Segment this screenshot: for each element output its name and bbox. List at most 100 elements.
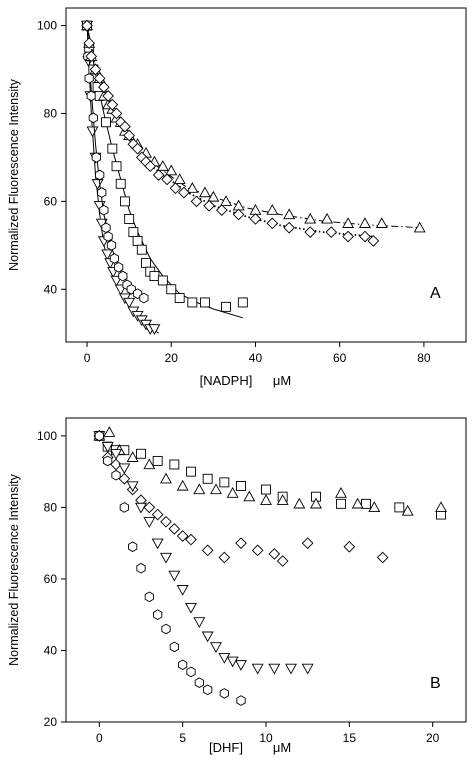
data-point-diamond <box>268 548 281 560</box>
data-point-hexagon <box>236 695 246 706</box>
data-point-diamond <box>161 173 173 186</box>
data-point-diamond <box>190 195 203 208</box>
data-point-diamond <box>376 551 389 564</box>
data-point-diamond <box>325 226 338 238</box>
data-point-square <box>136 448 146 459</box>
data-point-hexagon <box>186 666 196 678</box>
y-tick-label: 100 <box>37 429 57 443</box>
data-point-triangle-up <box>358 217 371 228</box>
data-point-square <box>149 271 160 282</box>
data-point-triangle-down <box>86 126 99 138</box>
data-point-diamond <box>119 120 131 133</box>
chart-panel-b: 20 40 60 80 100 0 5 10 15 20 [DHF] μM Normalized Flu… <box>7 417 467 755</box>
data-point-hexagon <box>118 270 128 282</box>
x-tick-label: 40 <box>249 351 263 365</box>
data-point-diamond <box>83 37 95 49</box>
data-point-triangle-down <box>201 631 214 643</box>
data-point-diamond <box>201 544 214 557</box>
data-point-diamond <box>342 230 354 243</box>
data-point-triangle-down <box>176 585 189 596</box>
data-point-diamond <box>232 208 245 221</box>
data-point-square <box>128 227 139 238</box>
y-axis-label: Normalized Fluorescence Intensity <box>7 473 21 665</box>
data-point-triangle-up <box>243 490 256 502</box>
series-triangle-up <box>81 19 426 233</box>
data-point-hexagon <box>139 292 149 304</box>
data-point-diamond <box>251 544 264 557</box>
x-tick-label: 0 <box>96 731 103 745</box>
data-point-triangle-down <box>91 179 104 190</box>
data-point-diamond <box>176 530 189 542</box>
y-axis-label: Normalized Fluorescence Intensity <box>7 78 21 270</box>
data-point-diamond <box>160 515 172 528</box>
data-point-diamond <box>144 160 157 173</box>
data-point-hexagon <box>128 541 138 553</box>
data-point-square <box>152 455 163 466</box>
data-point-triangle-up <box>351 497 364 509</box>
data-point-diamond <box>93 72 106 85</box>
data-point-triangle-down <box>148 324 161 335</box>
data-point-square <box>136 244 147 255</box>
panel-label: A <box>430 285 441 302</box>
data-point-triangle-down <box>301 663 314 675</box>
y-tick-label: 60 <box>44 572 58 586</box>
x-tick-label: 5 <box>179 731 186 745</box>
data-point-diamond <box>343 540 356 553</box>
data-point-triangle-down <box>135 502 147 514</box>
data-point-diamond <box>178 186 190 199</box>
data-point-diamond <box>123 129 135 142</box>
data-point-diamond <box>110 107 123 120</box>
data-point-diamond <box>98 81 110 93</box>
data-point-square <box>132 235 143 246</box>
data-point-square <box>169 459 180 470</box>
data-point-triangle-up <box>160 472 172 484</box>
data-point-diamond <box>276 555 289 567</box>
data-point-hexagon <box>84 72 94 84</box>
data-point-triangle-down <box>218 653 231 664</box>
y-tick-label: 100 <box>37 19 57 33</box>
data-point-diamond <box>168 523 181 535</box>
data-point-square <box>119 196 130 207</box>
series-hexagon <box>94 430 246 706</box>
data-point-triangle-up <box>368 501 381 513</box>
y-tick-label: 20 <box>44 715 58 729</box>
data-point-diamond <box>218 551 231 564</box>
data-point-triangle-up <box>232 199 245 211</box>
data-point-diamond <box>301 537 314 550</box>
data-point-triangle-up <box>198 186 211 198</box>
data-point-triangle-up <box>193 483 206 495</box>
data-point-triangle-down <box>151 538 164 550</box>
data-point-hexagon <box>219 688 229 699</box>
data-point-hexagon <box>144 591 154 603</box>
data-point-hexagon <box>95 169 105 181</box>
data-point-hexagon <box>86 90 96 102</box>
data-point-triangle-down <box>251 663 264 675</box>
data-point-diamond <box>215 204 228 216</box>
data-point-diamond <box>102 90 114 102</box>
data-point-diamond <box>152 169 165 181</box>
data-point-triangle-up <box>156 160 169 171</box>
data-point-square <box>124 213 135 224</box>
data-point-diamond <box>283 221 295 234</box>
data-point-diamond <box>266 217 279 230</box>
data-point-triangle-down <box>168 570 181 582</box>
data-point-triangle-up <box>126 451 139 462</box>
x-tick-label: 60 <box>333 351 347 365</box>
data-point-square <box>219 477 230 488</box>
data-point-square <box>186 466 196 477</box>
data-point-diamond <box>81 19 93 32</box>
data-point-triangle-up <box>401 504 414 516</box>
data-point-hexagon <box>153 609 163 621</box>
data-point-square <box>101 117 111 128</box>
data-point-hexagon <box>109 253 120 264</box>
data-point-triangle-down <box>123 297 136 309</box>
data-point-hexagon <box>101 222 111 234</box>
y-tick-label: 80 <box>44 500 58 514</box>
data-point-triangle-up <box>173 173 186 185</box>
data-point-triangle-up <box>413 221 426 233</box>
data-point-diamond <box>185 533 197 546</box>
data-point-diamond <box>249 213 262 225</box>
y-tick-label: 80 <box>44 106 58 120</box>
data-point-triangle-down <box>126 481 139 493</box>
